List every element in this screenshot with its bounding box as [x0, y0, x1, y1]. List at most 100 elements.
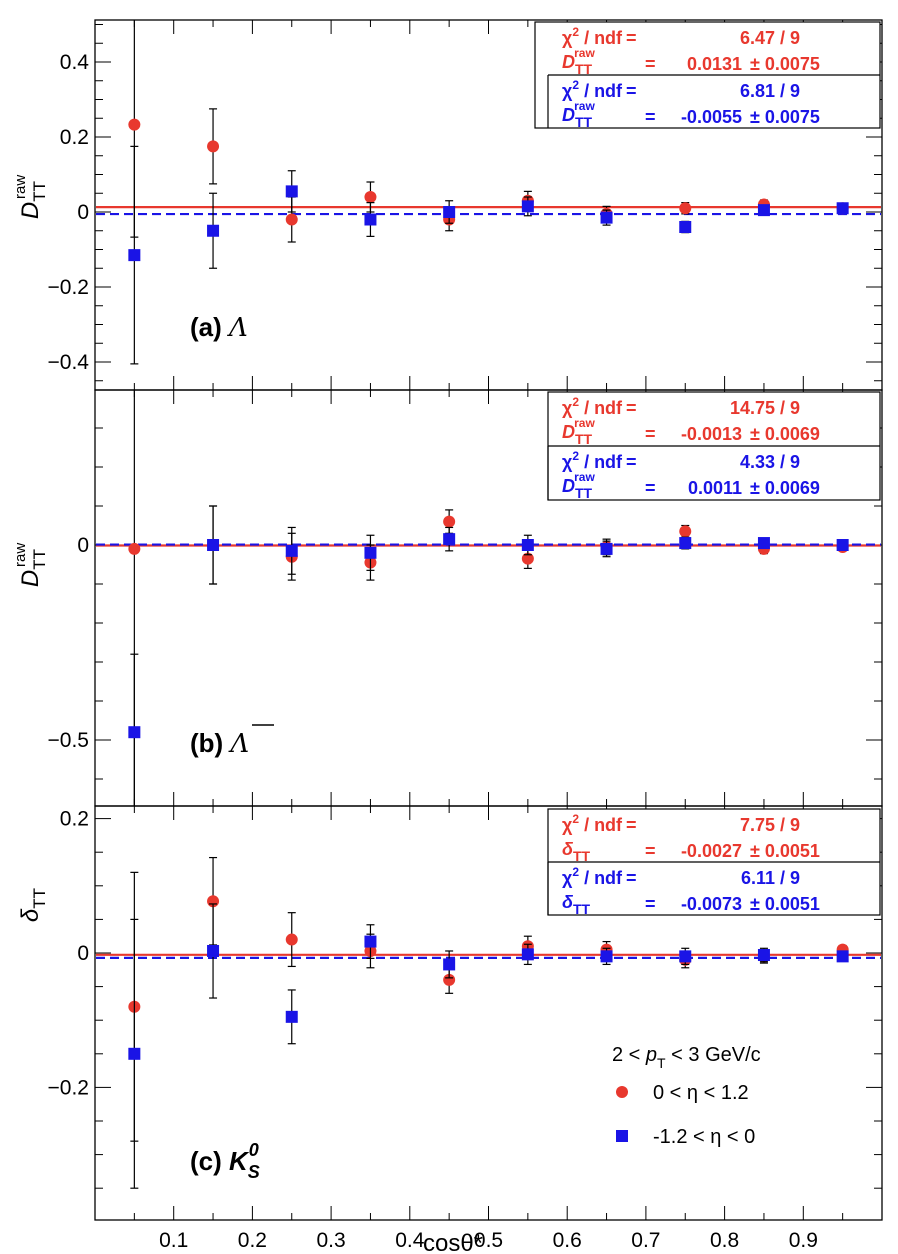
- data-point-blue: [521, 200, 534, 213]
- legend-header: 2 < pT < 3 GeV/c: [612, 1044, 761, 1071]
- data-point-blue: [285, 544, 298, 557]
- stats-eq: =: [626, 452, 637, 472]
- data-point-blue: [443, 533, 456, 546]
- x-tick-label: 0.1: [159, 1229, 188, 1252]
- data-point-red: [285, 213, 298, 226]
- stats-chi2-label: χ2 / ndf: [562, 812, 623, 835]
- data-point-blue: [364, 546, 377, 559]
- data-point-blue: [521, 948, 534, 961]
- data-point-blue: [600, 542, 613, 555]
- stats-param-error: ± 0.0075: [750, 107, 820, 127]
- data-point-blue: [600, 950, 613, 963]
- stats-param-label: DTTraw: [562, 99, 595, 130]
- data-point-red: [443, 515, 456, 528]
- stats-chi2-value: 6.47 / 9: [740, 28, 800, 48]
- stats-chi2-label: χ2 / ndf: [562, 865, 623, 888]
- data-point-blue: [207, 539, 220, 551]
- y-tick-label: 0: [77, 942, 89, 965]
- stats-param-error: ± 0.0069: [750, 424, 820, 444]
- stats-chi2-label: χ2 / ndf: [562, 449, 623, 472]
- data-point-blue: [600, 211, 613, 224]
- y-axis-title-c: δTT: [17, 888, 49, 922]
- x-tick-label: 0.8: [710, 1229, 739, 1252]
- stats-eq: =: [626, 815, 637, 835]
- legend-label: 0 < η < 1.2: [653, 1082, 749, 1104]
- data-point-red: [285, 933, 298, 946]
- y-tick-label: −0.2: [48, 1076, 89, 1099]
- stats-param-value: -0.0073: [681, 894, 742, 914]
- stats-chi2-value: 14.75 / 9: [730, 398, 800, 418]
- panel-label-c: (c) KS0: [190, 1140, 260, 1182]
- data-point-red: [364, 191, 377, 203]
- data-point-blue: [521, 539, 534, 551]
- data-point-blue: [836, 950, 849, 963]
- data-point-blue: [128, 726, 141, 739]
- stats-param-error: ± 0.0051: [750, 894, 820, 914]
- y-axis-title-b: DTTraw: [12, 543, 49, 587]
- stats-eq: =: [645, 478, 656, 498]
- data-point-red: [128, 542, 141, 555]
- data-point-blue: [757, 537, 770, 550]
- data-point-blue: [757, 204, 770, 217]
- x-tick-label: 0.7: [631, 1229, 660, 1252]
- y-tick-label: −0.5: [48, 729, 89, 752]
- data-point-red: [521, 552, 534, 565]
- data-point-blue: [443, 206, 456, 218]
- stats-chi2-label: χ2 / ndf: [562, 25, 623, 48]
- data-point-red: [207, 140, 220, 153]
- y-tick-label: 0.2: [60, 126, 89, 149]
- panel-frame-c: [94, 805, 883, 1221]
- data-point-red: [443, 973, 456, 986]
- x-axis-title: cosθ*: [423, 1230, 483, 1254]
- data-point-blue: [207, 944, 220, 957]
- data-point-blue: [757, 949, 770, 962]
- x-tick-label: 0.5: [474, 1229, 503, 1252]
- y-tick-label: −0.2: [48, 276, 89, 299]
- stats-eq: =: [626, 868, 637, 888]
- stats-param-error: ± 0.0075: [750, 54, 820, 74]
- stats-eq: =: [645, 54, 656, 74]
- data-point-blue: [128, 249, 141, 262]
- stats-param-label: DTTraw: [562, 470, 595, 501]
- data-point-blue: [836, 539, 849, 551]
- data-point-red: [128, 118, 141, 131]
- stats-chi2-value: 6.11 / 9: [741, 868, 800, 888]
- y-tick-label: 0: [77, 201, 89, 224]
- data-point-blue: [128, 1047, 141, 1060]
- stats-chi2-value: 7.75 / 9: [740, 815, 800, 835]
- stats-param-value: 0.0131: [687, 54, 742, 74]
- stats-eq: =: [626, 398, 637, 418]
- data-point-blue: [679, 950, 692, 963]
- stats-eq: =: [626, 81, 637, 101]
- stats-param-error: ± 0.0069: [750, 478, 820, 498]
- stats-param-value: 0.0011: [688, 478, 742, 498]
- data-point-blue: [679, 537, 692, 550]
- x-tick-label: 0.9: [789, 1229, 818, 1252]
- stats-eq: =: [626, 28, 637, 48]
- data-point-blue: [443, 958, 456, 971]
- y-tick-label: 0: [77, 534, 89, 557]
- data-point-blue: [679, 221, 692, 233]
- stats-param-label: δTT: [562, 892, 591, 917]
- data-point-blue: [285, 1010, 298, 1023]
- data-point-blue: [285, 185, 298, 198]
- legend-label: -1.2 < η < 0: [653, 1126, 755, 1148]
- data-point-blue: [207, 224, 220, 237]
- stats-param-label: DTTraw: [562, 46, 595, 77]
- stats-param-label: δTT: [562, 839, 591, 864]
- legend-marker-blue: [616, 1130, 628, 1142]
- stats-param-value: -0.0027: [681, 841, 742, 861]
- data-point-red: [679, 525, 692, 538]
- data-point-red: [679, 202, 692, 215]
- x-tick-label: 0.3: [316, 1229, 345, 1252]
- stats-chi2-value: 4.33 / 9: [740, 452, 800, 472]
- stats-param-label: DTTraw: [562, 416, 595, 447]
- x-tick-label: 0.6: [553, 1229, 582, 1252]
- x-tick-label: 0.2: [238, 1229, 267, 1252]
- stats-param-error: ± 0.0051: [750, 841, 820, 861]
- stats-eq: =: [645, 841, 656, 861]
- panel-label-a: (a) Λ: [190, 312, 248, 343]
- stats-eq: =: [645, 107, 656, 127]
- stats-chi2-label: χ2 / ndf: [562, 78, 623, 101]
- panel-label-b: (b) Λ: [190, 728, 249, 759]
